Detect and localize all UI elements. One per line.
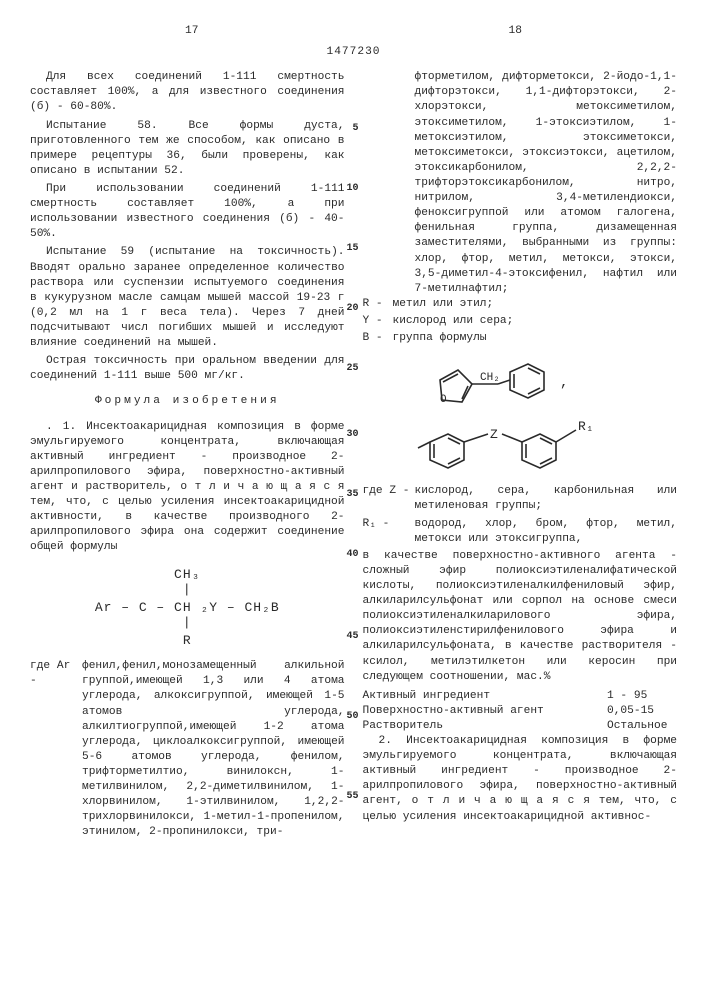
definition-row: R - метил или этил; (363, 297, 678, 312)
definition-text: метил или этил; (393, 297, 678, 312)
formula-line: R (30, 632, 345, 650)
columns-wrapper: Для всех соединений 1-111 смертность сос… (30, 70, 677, 842)
page-header: 17 18 (30, 24, 677, 39)
svg-text:R₁: R₁ (578, 419, 594, 434)
definition-text: кислород или сера; (393, 314, 678, 329)
paragraph: Испытание 58. Все формы дуста, приготовл… (30, 119, 345, 179)
definition-text: водород, хлор, бром, фтор, метил, метокс… (415, 517, 678, 547)
line-mark: 40 (346, 548, 358, 562)
page-num-left: 17 (30, 24, 354, 39)
table-row: Активный ингредиент 1 - 95 (363, 689, 678, 704)
definition-row: Y - кислород или сера; (363, 314, 678, 329)
table-row: Растворитель Остальное (363, 719, 678, 734)
comp-name: Поверхностно-активный агент (363, 704, 608, 719)
comp-value: 0,05-15 (607, 704, 677, 719)
line-mark: 5 (352, 122, 358, 136)
line-mark: 50 (346, 710, 358, 724)
comp-name: Активный ингредиент (363, 689, 608, 704)
paragraph: в качестве поверхностно-активного агента… (363, 549, 678, 685)
line-mark: 10 (346, 182, 358, 196)
definition-row: где Z - кислород, сера, карбонильная или… (363, 484, 678, 514)
line-mark: 55 (346, 790, 358, 804)
definition-text: группа формулы (393, 331, 678, 346)
structure-diagram: O CH₂ , (363, 352, 678, 478)
table-row: Поверхностно-активный агент 0,05-15 (363, 704, 678, 719)
definition-text: кислород, сера, карбонильная или метилен… (415, 484, 678, 514)
line-mark: 30 (346, 428, 358, 442)
definition-row: R₁ - водород, хлор, бром, фтор, метил, м… (363, 517, 678, 547)
definition-label: где Z - (363, 484, 415, 514)
line-mark: 20 (346, 302, 358, 316)
definition-label: где Ar - (30, 659, 82, 840)
definition-row: B - группа формулы (363, 331, 678, 346)
chemical-formula: CH₃ | Ar – C – CH ₂Y – CH₂B | R (30, 566, 345, 650)
svg-text:,: , (560, 375, 568, 391)
comp-value: Остальное (607, 719, 677, 734)
definition-row: где Ar - фенил,фенил,монозамещенный алки… (30, 659, 345, 840)
comp-value: 1 - 95 (607, 689, 677, 704)
paragraph: Испытание 59 (испытание на токсичность).… (30, 245, 345, 351)
definition-label: B - (363, 331, 393, 346)
line-mark: 25 (346, 362, 358, 376)
svg-text:O: O (440, 394, 447, 406)
right-column: фторметилом, дифторметокси, 2-йодо-1,1-д… (363, 70, 678, 842)
claim-paragraph: 2. Инсектоакарицидная композиция в форме… (363, 734, 678, 825)
line-mark: 35 (346, 488, 358, 502)
comp-name: Растворитель (363, 719, 608, 734)
claim-paragraph: . 1. Инсектоакарицидная композиция в фор… (30, 420, 345, 556)
document-number: 1477230 (30, 45, 677, 60)
left-column: Для всех соединений 1-111 смертность сос… (30, 70, 345, 842)
paragraph: Для всех соединений 1-111 смертность сос… (30, 70, 345, 115)
composition-table: Активный ингредиент 1 - 95 Поверхностно-… (363, 689, 678, 734)
definition-continuation: фторметилом, дифторметокси, 2-йодо-1,1-д… (415, 70, 678, 297)
paragraph: При использовании соединений 1-111 смерт… (30, 182, 345, 242)
paragraph: Острая токсичность при оральном введении… (30, 354, 345, 384)
svg-text:Z: Z (490, 427, 498, 442)
definition-text: фенил,фенил,монозамещенный алкильной гру… (82, 659, 345, 840)
definition-label: R₁ - (363, 517, 415, 547)
line-mark: 45 (346, 630, 358, 644)
line-mark: 15 (346, 242, 358, 256)
section-title: Формула изобретения (30, 394, 345, 409)
svg-text:CH₂: CH₂ (480, 372, 500, 384)
definition-label: Y - (363, 314, 393, 329)
definition-label: R - (363, 297, 393, 312)
page-num-right: 18 (354, 24, 678, 39)
